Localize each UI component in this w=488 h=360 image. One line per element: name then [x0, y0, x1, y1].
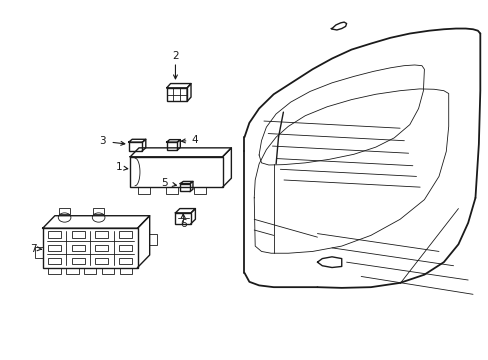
Text: 1: 1 — [115, 162, 122, 172]
Text: 2: 2 — [172, 51, 179, 61]
Text: 7: 7 — [30, 244, 37, 253]
Text: 3: 3 — [99, 136, 105, 146]
Text: 5: 5 — [161, 178, 168, 188]
Text: 4: 4 — [191, 135, 197, 145]
Text: 6: 6 — [180, 219, 186, 229]
